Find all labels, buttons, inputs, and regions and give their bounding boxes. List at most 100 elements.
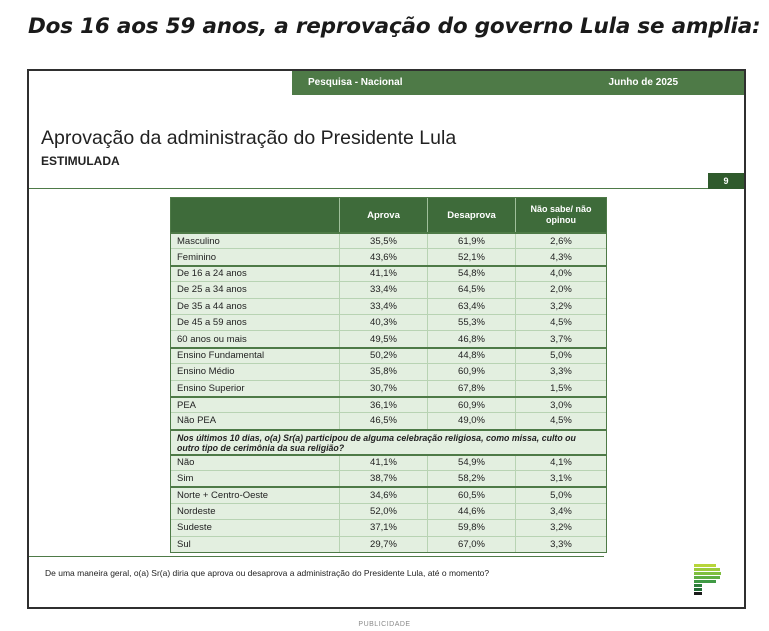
cell-nao-sabe: 5,0% (515, 488, 606, 503)
cell-desaprova: 54,9% (427, 455, 515, 471)
cell-nao-sabe: 3,2% (515, 520, 606, 536)
cell-desaprova: 49,0% (427, 413, 515, 429)
row-label: Nordeste (177, 506, 216, 518)
survey-slide-image: Pesquisa - Nacional Junho de 2025 Aprova… (27, 69, 746, 609)
row-label: 60 anos ou mais (177, 333, 247, 345)
survey-date: Junho de 2025 (608, 77, 678, 88)
cell-aprova: 50,2% (339, 348, 427, 364)
cell-desaprova: 54,8% (427, 266, 515, 282)
cell-aprova: 46,5% (339, 413, 427, 429)
cell-desaprova: 60,9% (427, 397, 515, 413)
table-row: De 16 a 24 anos 41,1% 54,8% 4,0% (171, 264, 606, 282)
row-label: Ensino Fundamental (177, 350, 265, 362)
table-row: 60 anos ou mais 49,5% 46,8% 3,7% (171, 330, 606, 347)
row-label: PEA (177, 399, 197, 411)
row-label: Sudeste (177, 522, 212, 534)
row-label: Sul (177, 538, 191, 550)
cell-nao-sabe: 4,1% (515, 455, 606, 471)
cell-aprova: 36,1% (339, 397, 427, 413)
table-row: Sul 29,7% 67,0% 3,3% (171, 535, 606, 553)
cell-desaprova: 67,0% (427, 536, 515, 553)
parana-pesquisas-logo-icon (694, 564, 721, 595)
cell-nao-sabe: 4,0% (515, 266, 606, 282)
cell-nao-sabe: 4,5% (515, 413, 606, 429)
row-label: Feminino (177, 251, 217, 263)
table-row: Sim 38,7% 58,2% 3,1% (171, 470, 606, 487)
cell-aprova: 30,7% (339, 380, 427, 396)
cell-aprova: 33,4% (339, 282, 427, 298)
cell-aprova: 38,7% (339, 471, 427, 487)
cell-aprova: 49,5% (339, 331, 427, 347)
row-label: Não (177, 457, 195, 469)
cell-desaprova: 46,8% (427, 331, 515, 347)
cell-desaprova: 44,8% (427, 348, 515, 364)
cell-nao-sabe: 3,4% (515, 503, 606, 520)
table-body-demographics: Masculino 35,5% 61,9% 2,6% Feminino 43,6% 52,1… (171, 232, 606, 429)
cell-desaprova: 63,4% (427, 298, 515, 314)
cell-aprova: 33,4% (339, 298, 427, 314)
header-cell-segment (171, 198, 339, 232)
table-row: Sudeste 37,1% 59,8% 3,2% (171, 519, 606, 536)
table-row: Não PEA 46,5% 49,0% 4,5% (171, 412, 606, 429)
row-label: Não PEA (177, 415, 217, 427)
question-footnote: De uma maneira geral, o(a) Sr(a) diria q… (45, 568, 490, 578)
row-label: Ensino Médio (177, 366, 235, 378)
cell-desaprova: 67,8% (427, 380, 515, 396)
row-label: Norte + Centro-Oeste (177, 490, 269, 502)
table-row: Masculino 35,5% 61,9% 2,6% (171, 232, 606, 249)
cell-desaprova: 64,5% (427, 282, 515, 298)
table-row: PEA 36,1% 60,9% 3,0% (171, 395, 606, 413)
cell-desaprova: 58,2% (427, 471, 515, 487)
cell-aprova: 34,6% (339, 488, 427, 503)
table-row: Não 41,1% 54,9% 4,1% (171, 453, 606, 471)
cell-aprova: 29,7% (339, 536, 427, 553)
cell-nao-sabe: 3,1% (515, 471, 606, 487)
cell-aprova: 35,5% (339, 234, 427, 249)
header-cell-desaprova: Desaprova (427, 198, 515, 232)
table-body-religion-region: Não 41,1% 54,9% 4,1% Sim 38,7% 58,2% 3,1% Norte … (171, 453, 606, 553)
table-row: Feminino 43,6% 52,1% 4,3% (171, 248, 606, 265)
table-row: Nordeste 52,0% 44,6% 3,4% (171, 502, 606, 520)
cell-nao-sabe: 4,3% (515, 249, 606, 265)
slide-title: Aprovação da administração do Presidente… (41, 127, 457, 149)
cell-nao-sabe: 3,7% (515, 331, 606, 347)
cell-desaprova: 61,9% (427, 234, 515, 249)
cell-nao-sabe: 2,0% (515, 282, 606, 298)
article-headline: Dos 16 aos 59 anos, a reprovação do gove… (28, 14, 761, 39)
title-divider (29, 188, 744, 189)
cell-nao-sabe: 3,3% (515, 536, 606, 553)
row-label: Masculino (177, 235, 220, 247)
cell-nao-sabe: 3,0% (515, 397, 606, 413)
table-row: De 45 a 59 anos 40,3% 55,3% 4,5% (171, 313, 606, 331)
footnote-divider (29, 556, 604, 557)
advertising-label: PUBLICIDADE (358, 621, 411, 628)
header-cell-aprova: Aprova (339, 198, 427, 232)
row-label: De 35 a 44 anos (177, 300, 247, 312)
cell-aprova: 37,1% (339, 520, 427, 536)
survey-label: Pesquisa - Nacional (308, 77, 403, 88)
cell-aprova: 43,6% (339, 249, 427, 265)
table-row: Norte + Centro-Oeste 34,6% 60,5% 5,0% (171, 486, 606, 503)
cell-nao-sabe: 3,3% (515, 364, 606, 380)
table-row: De 35 a 44 anos 33,4% 63,4% 3,2% (171, 297, 606, 314)
cell-aprova: 40,3% (339, 314, 427, 331)
cell-desaprova: 60,5% (427, 488, 515, 503)
row-label: Sim (177, 473, 194, 485)
row-label: De 45 a 59 anos (177, 317, 247, 329)
cell-nao-sabe: 3,2% (515, 298, 606, 314)
header-cell-nao-sabe: Não sabe/ não opinou (515, 198, 606, 232)
cell-desaprova: 59,8% (427, 520, 515, 536)
cell-nao-sabe: 1,5% (515, 380, 606, 396)
cell-aprova: 35,8% (339, 364, 427, 380)
row-label: De 16 a 24 anos (177, 268, 247, 280)
slide-top-bar: Pesquisa - Nacional Junho de 2025 (292, 71, 744, 95)
row-label: Ensino Superior (177, 382, 245, 394)
table-row: Ensino Fundamental 50,2% 44,8% 5,0% (171, 346, 606, 364)
table-row: Ensino Médio 35,8% 60,9% 3,3% (171, 363, 606, 380)
row-label: De 25 a 34 anos (177, 284, 247, 296)
cell-nao-sabe: 5,0% (515, 348, 606, 364)
cell-aprova: 41,1% (339, 266, 427, 282)
cell-desaprova: 44,6% (427, 503, 515, 520)
table-row: De 25 a 34 anos 33,4% 64,5% 2,0% (171, 281, 606, 298)
cell-desaprova: 52,1% (427, 249, 515, 265)
